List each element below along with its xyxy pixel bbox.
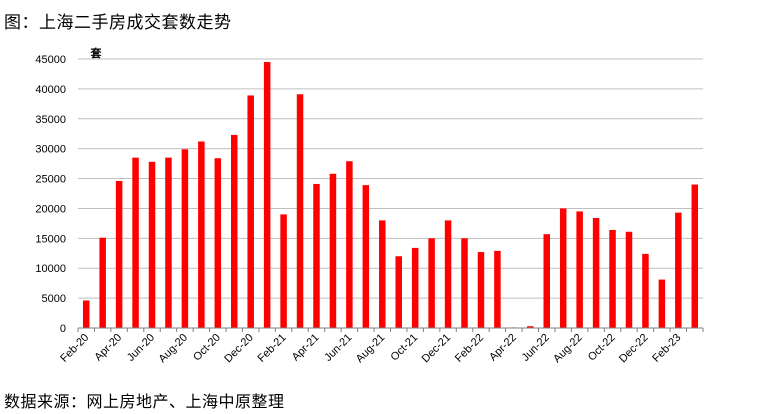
- x-tick-label: Jun-22: [520, 332, 552, 364]
- bar: [247, 95, 254, 328]
- x-tick-label: Feb-20: [58, 332, 91, 365]
- bar: [99, 237, 106, 328]
- bars: [82, 61, 699, 328]
- bar: [148, 161, 156, 328]
- bar: [543, 234, 550, 328]
- bar: [576, 211, 583, 328]
- y-tick-label: 40000: [35, 84, 66, 96]
- x-tick-label: Apr-20: [92, 332, 124, 364]
- bar-chart: 0 5000 10000 15000 20000 25000 30000 35000 40000…: [35, 46, 704, 366]
- figure-title: 图：上海二手房成交套数走势: [4, 13, 232, 33]
- bar: [181, 149, 189, 328]
- bar: [82, 300, 90, 328]
- bar: [362, 185, 370, 328]
- bar: [165, 157, 172, 328]
- y-tick-label: 30000: [35, 144, 66, 156]
- x-tick-label: Dec-20: [222, 332, 256, 366]
- bar: [691, 184, 699, 328]
- bar: [444, 220, 452, 328]
- x-tick-label: Dec-21: [420, 332, 454, 366]
- source-note: 数据来源：网上房地产、上海中原整理: [4, 392, 285, 411]
- x-tick-label: Apr-21: [290, 332, 322, 364]
- x-tick-label: Jun-21: [322, 332, 354, 364]
- bar: [280, 214, 287, 328]
- bar: [263, 61, 271, 328]
- x-tick-label: Oct-21: [388, 332, 420, 364]
- x-tick-label: Feb-22: [453, 332, 486, 365]
- bar: [411, 247, 419, 328]
- x-tick-label: Aug-22: [551, 332, 585, 366]
- x-tick-label: Aug-20: [156, 332, 190, 366]
- bar: [592, 218, 600, 328]
- x-tick-label: Apr-22: [487, 332, 519, 364]
- bar: [461, 238, 468, 328]
- bar: [494, 250, 501, 328]
- bar: [231, 134, 238, 328]
- x-tick-label: Feb-21: [256, 332, 289, 365]
- bar: [346, 161, 353, 328]
- bar: [198, 141, 205, 328]
- bar: [329, 173, 337, 328]
- y-tick-label: 10000: [35, 263, 66, 275]
- y-axis-ticks: 0 5000 10000 15000 20000 25000 30000 35000 40000…: [35, 54, 66, 335]
- bar: [658, 279, 666, 328]
- bar: [559, 208, 567, 328]
- x-tick-label: Aug-21: [354, 332, 388, 366]
- y-axis-unit-label: 套: [91, 46, 103, 60]
- bar: [609, 229, 616, 328]
- bar: [527, 326, 534, 328]
- y-tick-label: 45000: [35, 54, 66, 66]
- bar: [625, 231, 633, 328]
- bar: [675, 212, 682, 328]
- bar: [296, 94, 304, 328]
- x-tick-label: Dec-22: [617, 332, 651, 366]
- x-tick-label: Jun-20: [125, 332, 157, 364]
- x-tick-label: Oct-22: [586, 332, 618, 364]
- y-tick-label: 5000: [42, 293, 66, 305]
- y-tick-label: 0: [60, 323, 66, 335]
- x-tick-label: Oct-20: [191, 332, 223, 364]
- gridlines: [78, 58, 703, 299]
- bar: [379, 220, 386, 328]
- bar: [477, 252, 485, 328]
- bar: [132, 157, 139, 328]
- bar: [214, 158, 222, 328]
- bar: [313, 183, 320, 328]
- y-tick-label: 25000: [35, 174, 66, 186]
- bar: [642, 253, 649, 328]
- y-tick-label: 35000: [35, 114, 66, 126]
- bar: [115, 180, 123, 328]
- y-tick-label: 15000: [35, 233, 66, 245]
- y-tick-label: 20000: [35, 203, 66, 215]
- bar: [395, 256, 402, 328]
- x-tick-label: Feb-23: [650, 332, 683, 365]
- bar: [428, 238, 435, 328]
- x-axis-ticks: Feb-20 Apr-20 Jun-20 Aug-20 Oct-20 Dec-20 Feb-…: [58, 328, 704, 366]
